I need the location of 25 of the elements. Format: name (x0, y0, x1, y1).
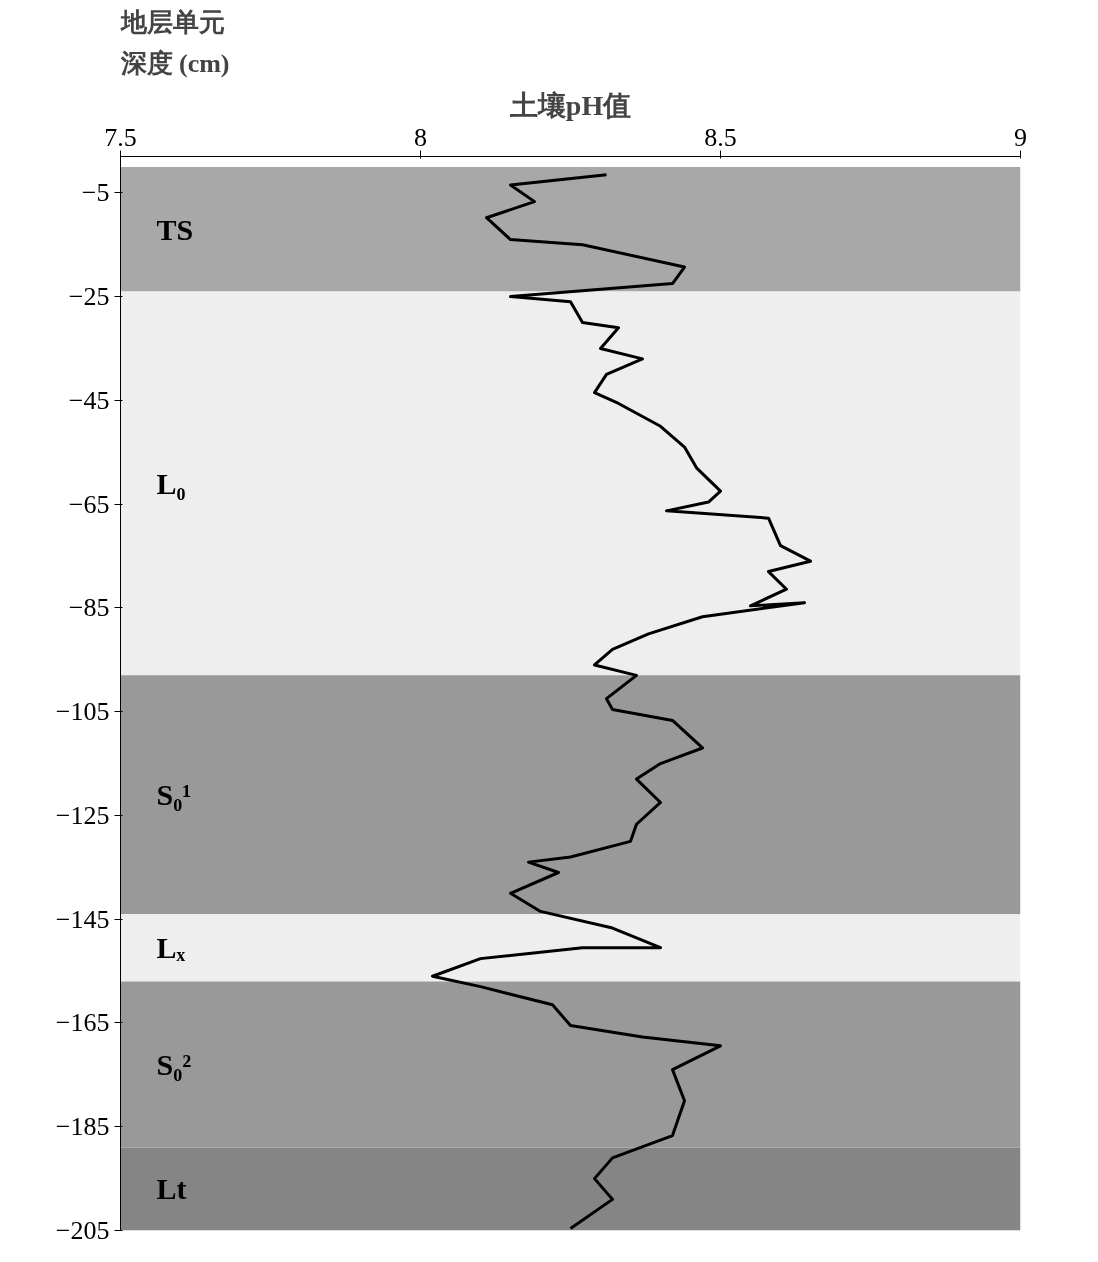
y-tick-label: −105 (55, 697, 110, 727)
x-tick-label: 9 (1014, 122, 1027, 152)
band-label: Lₓ (156, 931, 186, 965)
x-tick-label: 7.5 (104, 122, 137, 152)
text: 地层单元 (119, 7, 225, 37)
chart-title: 土壤pH值 (508, 89, 632, 121)
line-series (431, 173, 812, 1230)
band-label: TS (156, 212, 194, 246)
y-tick-label: −65 (68, 489, 110, 519)
y-tick-label: −125 (55, 800, 110, 830)
y-tick-label: −45 (68, 385, 110, 415)
band-label: L₀ (156, 466, 186, 500)
band-label: S₀¹ (156, 778, 192, 812)
y-tick-label: −185 (55, 1112, 110, 1142)
x-tick-label: 8.5 (704, 122, 737, 152)
band-label: S₀² (156, 1047, 192, 1081)
y-tick-label: −5 (81, 178, 110, 208)
y-tick-label: −205 (55, 1216, 110, 1245)
y-tick-label: −165 (55, 1008, 110, 1038)
y-axis-title: 深度 (cm) (119, 48, 230, 78)
y-tick-label: −85 (68, 593, 110, 623)
band-label: Lt (156, 1172, 187, 1206)
x-tick-label: 8 (414, 122, 427, 152)
y-tick-label: −25 (68, 282, 110, 312)
y-tick-label: −145 (55, 904, 110, 934)
